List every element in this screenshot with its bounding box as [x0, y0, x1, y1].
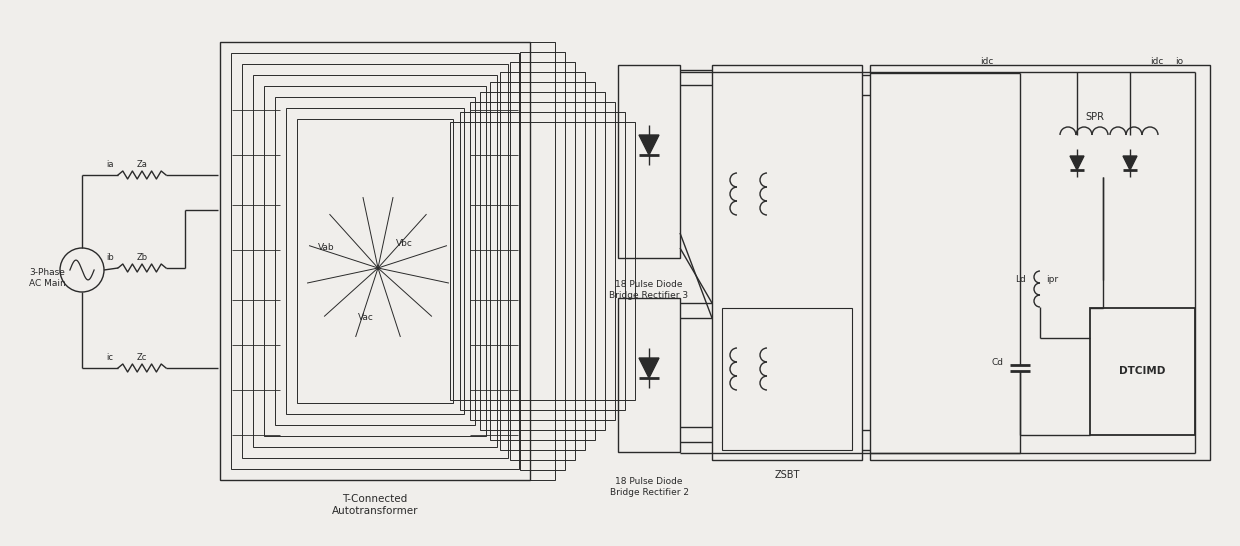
Text: Vbc: Vbc	[396, 239, 413, 248]
Bar	[510, 62, 575, 460]
Bar	[490, 82, 595, 440]
Bar	[275, 97, 475, 425]
Polygon shape	[639, 358, 658, 378]
Bar	[286, 108, 464, 414]
Text: Zb: Zb	[136, 253, 148, 262]
Bar	[253, 75, 497, 447]
Bar	[298, 119, 453, 403]
Text: SPR: SPR	[1085, 112, 1105, 122]
Text: T-Connected
Autotransformer: T-Connected Autotransformer	[332, 494, 418, 516]
Text: idc: idc	[1149, 57, 1163, 66]
Text: ia: ia	[107, 160, 114, 169]
Bar	[1090, 308, 1195, 435]
Text: io: io	[1176, 57, 1183, 66]
Bar	[231, 53, 520, 469]
Bar	[712, 65, 862, 460]
Text: ipr: ipr	[1045, 275, 1058, 284]
Text: Ld: Ld	[1014, 275, 1025, 284]
Text: 18 Pulse Diode
Bridge Rectifier 2: 18 Pulse Diode Bridge Rectifier 2	[610, 477, 688, 497]
Bar	[722, 308, 852, 450]
Text: Zc: Zc	[136, 353, 148, 362]
Polygon shape	[639, 135, 658, 155]
Text: Vac: Vac	[358, 313, 374, 322]
Text: ib: ib	[107, 253, 114, 262]
Text: ZSBT: ZSBT	[774, 470, 800, 480]
Bar	[450, 122, 635, 400]
Polygon shape	[1070, 156, 1084, 170]
Bar	[520, 52, 565, 470]
Text: Za: Za	[136, 160, 148, 169]
Text: Cd: Cd	[992, 358, 1004, 367]
Bar	[242, 64, 508, 458]
Text: 3-Phase
AC Main: 3-Phase AC Main	[29, 268, 66, 288]
Bar	[618, 298, 680, 452]
Text: ic: ic	[107, 353, 114, 362]
Bar	[470, 102, 615, 420]
Bar	[480, 92, 605, 430]
Bar	[618, 65, 680, 258]
Bar	[529, 42, 556, 480]
Bar	[870, 65, 1210, 460]
Text: Vab: Vab	[317, 243, 335, 252]
Bar	[219, 42, 529, 480]
Bar	[264, 86, 486, 436]
Bar	[460, 112, 625, 410]
Text: idc: idc	[980, 57, 993, 66]
Polygon shape	[1123, 156, 1137, 170]
Text: 18 Pulse Diode
Bridge Rectifier 3: 18 Pulse Diode Bridge Rectifier 3	[609, 280, 688, 300]
Bar	[500, 72, 585, 450]
Text: DTCIMD: DTCIMD	[1120, 366, 1166, 376]
